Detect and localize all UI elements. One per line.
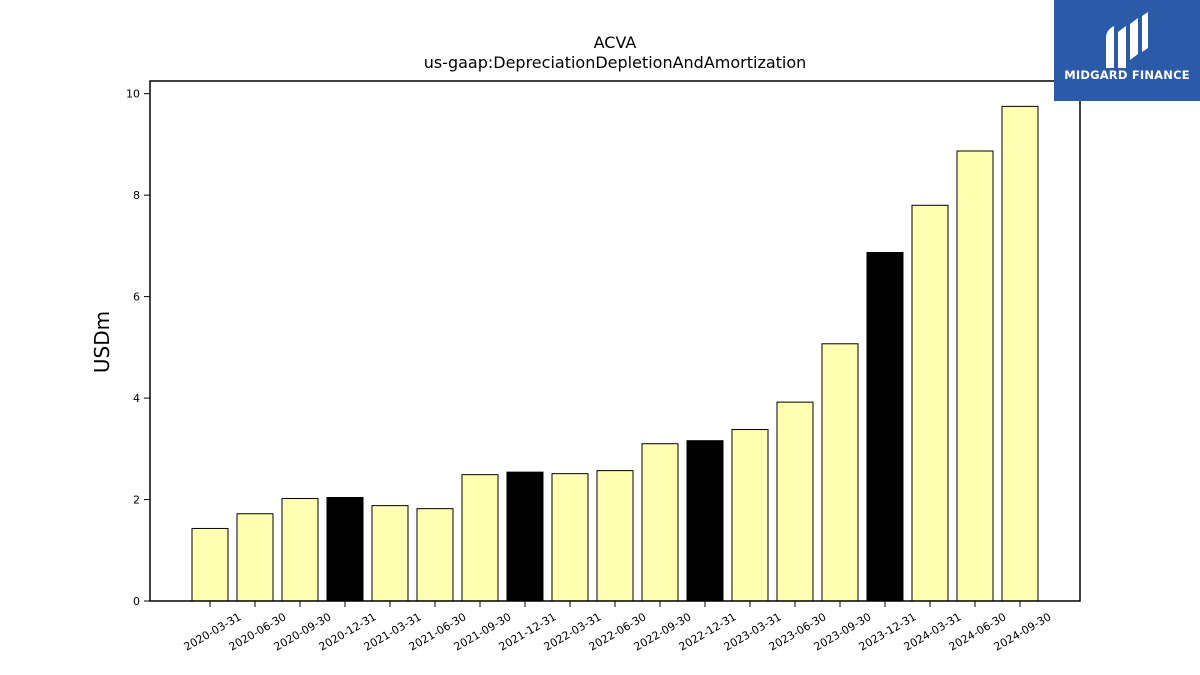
y-tick-label: 2: [133, 494, 140, 507]
bar-2022-03-31: [551, 473, 589, 602]
bar-2024-03-31: [911, 204, 949, 602]
y-tick-label: 8: [133, 189, 140, 202]
bar-2023-12-31: [866, 251, 904, 602]
y-axis: 0 2 4 6 8 10: [126, 88, 150, 608]
bar-2020-03-31: [191, 527, 229, 602]
x-axis: 2020-03-312020-06-302020-09-302020-12-31…: [182, 601, 1054, 654]
bar-2023-06-30: [776, 401, 814, 602]
bar-2022-12-31: [686, 440, 724, 602]
bar-2022-09-30: [641, 443, 679, 602]
chart-title: ACVA: [594, 33, 637, 52]
midgard-finance-logo: MIDGARD FINANCE: [1054, 0, 1200, 101]
y-tick-label: 0: [133, 595, 140, 608]
y-tick-label: 6: [133, 291, 140, 304]
y-axis-label: USDm: [90, 311, 114, 373]
bar-2021-06-30: [416, 508, 454, 602]
bars-group: [191, 105, 1039, 602]
bar-2020-12-31: [326, 497, 364, 602]
bar-2020-06-30: [236, 513, 274, 602]
bar-2024-09-30: [1001, 105, 1039, 602]
bar-2021-03-31: [371, 505, 409, 602]
chart-subtitle: us-gaap:DepreciationDepletionAndAmortiza…: [424, 53, 807, 72]
bar-2020-09-30: [281, 498, 319, 602]
logo-text: MIDGARD FINANCE: [1064, 68, 1190, 82]
bar-2021-12-31: [506, 471, 544, 602]
bar-2022-06-30: [596, 470, 634, 602]
bar-2023-03-31: [731, 429, 769, 602]
bar-2021-09-30: [461, 474, 499, 602]
logo-mark-icon: [1106, 12, 1148, 68]
y-tick-label: 10: [126, 88, 140, 101]
y-tick-label: 4: [133, 392, 140, 405]
bar-2023-09-30: [821, 343, 859, 602]
bar-2024-06-30: [956, 150, 994, 602]
